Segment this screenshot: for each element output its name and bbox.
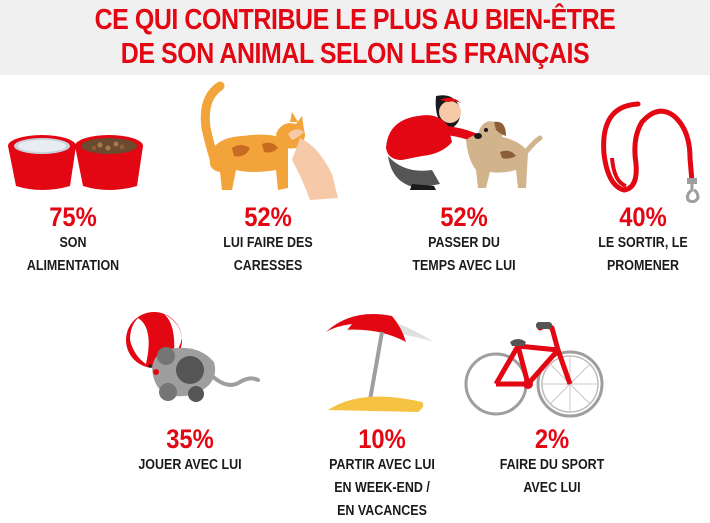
stat-label-line: PARTIR AVEC LUI [329,457,435,473]
stat-label-line: EN WEEK-END / [334,480,430,496]
stat-label-line: LE SORTIR, LE [598,235,688,251]
stat-label-line: AVEC LUI [523,480,581,496]
header-banner [0,0,710,75]
stat-item-vacation: 10% PARTIR AVEC LUI EN WEEK-END / EN VAC… [312,424,452,523]
cat-petting-icon [200,81,338,200]
stat-percent: 35% [166,424,214,454]
stat-percent: 10% [358,424,406,454]
food-bowls-icon [8,135,143,190]
leash-icon [601,101,700,204]
stat-label-line: SON [59,235,87,251]
woman-dog-icon [386,95,543,190]
beach-umbrella-icon [326,314,434,412]
stat-item-food: 75% SON ALIMENTATION [0,202,146,278]
stat-label-line: PASSER DU [428,235,500,251]
stat-label-line: PROMENER [606,258,680,274]
stat-percent: 52% [440,202,488,232]
stat-percent: 52% [244,202,292,232]
stat-percent: 40% [619,202,667,232]
stat-item-petting: 52% LUI FAIRE DES CARESSES [188,202,348,278]
page-title-line-2: DE SON ANIMAL SELON LES FRANÇAIS [120,38,590,70]
bicycle-icon [464,322,604,418]
stat-label-line: FAIRE DU SPORT [499,457,605,473]
stat-percent: 2% [534,424,570,454]
stat-label-line: ALIMENTATION [26,258,120,274]
page-title-line-1: CE QUI CONTRIBUE LE PLUS AU BIEN-ÊTRE [94,4,616,36]
stat-label-line: CARESSES [233,258,303,274]
stat-item-time-together: 52% PASSER DU TEMPS AVEC LUI [384,202,544,278]
stat-item-sport: 2% FAIRE DU SPORT AVEC LUI [482,424,622,500]
stat-label-line: JOUER AVEC LUI [138,457,242,473]
stat-item-play: 35% JOUER AVEC LUI [120,424,260,477]
stat-percent: 75% [49,202,97,232]
stat-label-line: LUI FAIRE DES [223,235,313,251]
toy-mouse-ball-icon [126,312,260,402]
stat-item-walk: 40% LE SORTIR, LE PROMENER [578,202,708,278]
stat-label-line: EN VACANCES [337,503,427,519]
stat-label-line: TEMPS AVEC LUI [412,258,516,274]
